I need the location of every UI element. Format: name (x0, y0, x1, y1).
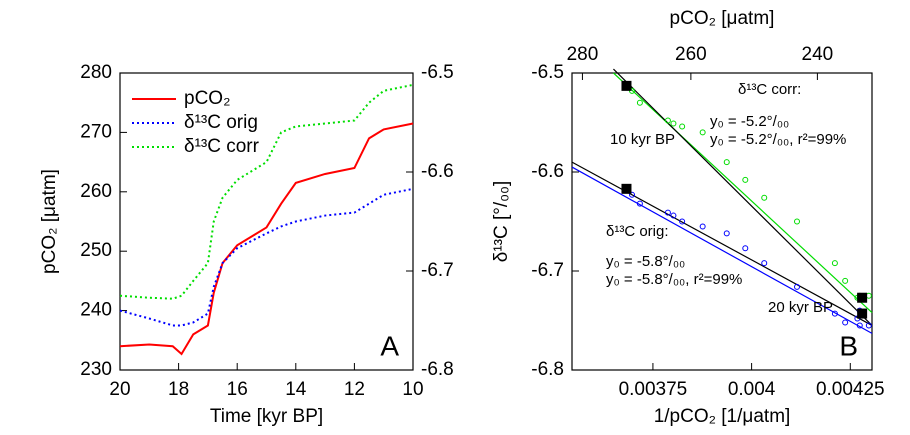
y2-tick-label: -6.7 (421, 260, 454, 281)
annotation: y₀ = -5.2°/₀₀, r²=99% (710, 131, 846, 148)
plot-frame (571, 72, 873, 371)
data-point (794, 283, 800, 290)
annotation: δ¹³C orig: (606, 223, 669, 240)
x-tick-label: 12 (344, 379, 365, 400)
annotation: 10 kyr BP (610, 131, 675, 148)
annotation: y₀ = -5.2°/₀₀ (710, 113, 789, 130)
data-point (699, 223, 706, 230)
data-point (794, 218, 800, 225)
y-tick-label: -6.5 (531, 62, 564, 83)
data-point (664, 117, 671, 124)
y-tick-label: -6.6 (531, 161, 564, 182)
y-tick-label: 230 (80, 359, 112, 380)
data-point (664, 209, 671, 216)
fit-line (613, 68, 873, 326)
data-point (842, 319, 849, 326)
y-axis-label: pCO₂ [μatm] (39, 169, 60, 274)
marker-square (621, 80, 632, 91)
y2-tick-label: -6.5 (421, 62, 454, 83)
x-tick-label: 20 (109, 379, 130, 400)
data-point (723, 230, 730, 237)
data-point (670, 120, 677, 127)
x-tick-label: 0.00425 (816, 379, 885, 400)
data-point (831, 310, 838, 317)
y-tick-label: 270 (80, 121, 112, 142)
annotation: 20 kyr BP (768, 299, 833, 316)
data-point (831, 260, 838, 267)
x-tick-label: 0.004 (728, 379, 776, 400)
panel-label: B (839, 330, 858, 361)
data-point (670, 212, 677, 219)
annotation: δ¹³C corr: (738, 81, 801, 98)
legend-label: pCO₂ (184, 88, 230, 109)
y-axis-label: δ¹³C [°/₀₀] (491, 181, 512, 262)
data-point (761, 194, 768, 201)
panel-label: A (380, 330, 399, 361)
data-point (629, 191, 635, 198)
marker-square (621, 183, 632, 194)
plot-frame (119, 72, 414, 371)
y-tick-label: 250 (80, 240, 112, 261)
x-tick-label: 10 (402, 379, 423, 400)
x2-tick-label: 260 (675, 44, 707, 65)
annotation: y₀ = -5.8°/₀₀ (606, 253, 685, 270)
data-point (761, 260, 768, 267)
data-point (742, 176, 749, 183)
data-point (699, 129, 706, 136)
x2-tick-label: 280 (567, 44, 599, 65)
fit-line (571, 166, 873, 334)
series-line (119, 83, 414, 300)
x-axis-label: Time [kyr BP] (210, 406, 323, 427)
x2-tick-label: 240 (802, 44, 834, 65)
legend-label: δ¹³C corr (184, 136, 260, 157)
x-tick-label: 0.00375 (619, 379, 688, 400)
x2-axis-label: pCO₂ [μatm] (670, 8, 775, 29)
y-tick-label: 260 (80, 181, 112, 202)
data-point (723, 159, 730, 166)
y-tick-label: -6.7 (531, 260, 564, 281)
y-tick-label: -6.8 (531, 359, 564, 380)
data-point (856, 322, 863, 329)
y-tick-label: 280 (80, 62, 112, 83)
data-point (679, 218, 686, 225)
marker-square (857, 308, 868, 319)
marker-square (857, 292, 868, 303)
x-tick-label: 18 (168, 379, 189, 400)
data-point (636, 200, 643, 207)
series-line (119, 122, 414, 356)
x-tick-label: 16 (227, 379, 248, 400)
fit-line (613, 72, 873, 314)
x-tick-label: 14 (285, 379, 307, 400)
y2-tick-label: -6.8 (421, 359, 454, 380)
data-point (742, 245, 749, 252)
series-line (119, 187, 414, 327)
data-point (842, 277, 849, 284)
y-tick-label: 240 (80, 300, 112, 321)
data-point (679, 123, 686, 130)
annotation: y₀ = -5.8°/₀₀, r²=99% (606, 271, 742, 288)
data-point (865, 322, 872, 329)
data-point (636, 99, 643, 106)
legend-label: δ¹³C orig (184, 112, 258, 133)
x-axis-label: 1/pCO₂ [1/μatm] (654, 406, 791, 427)
y2-tick-label: -6.6 (421, 161, 454, 182)
